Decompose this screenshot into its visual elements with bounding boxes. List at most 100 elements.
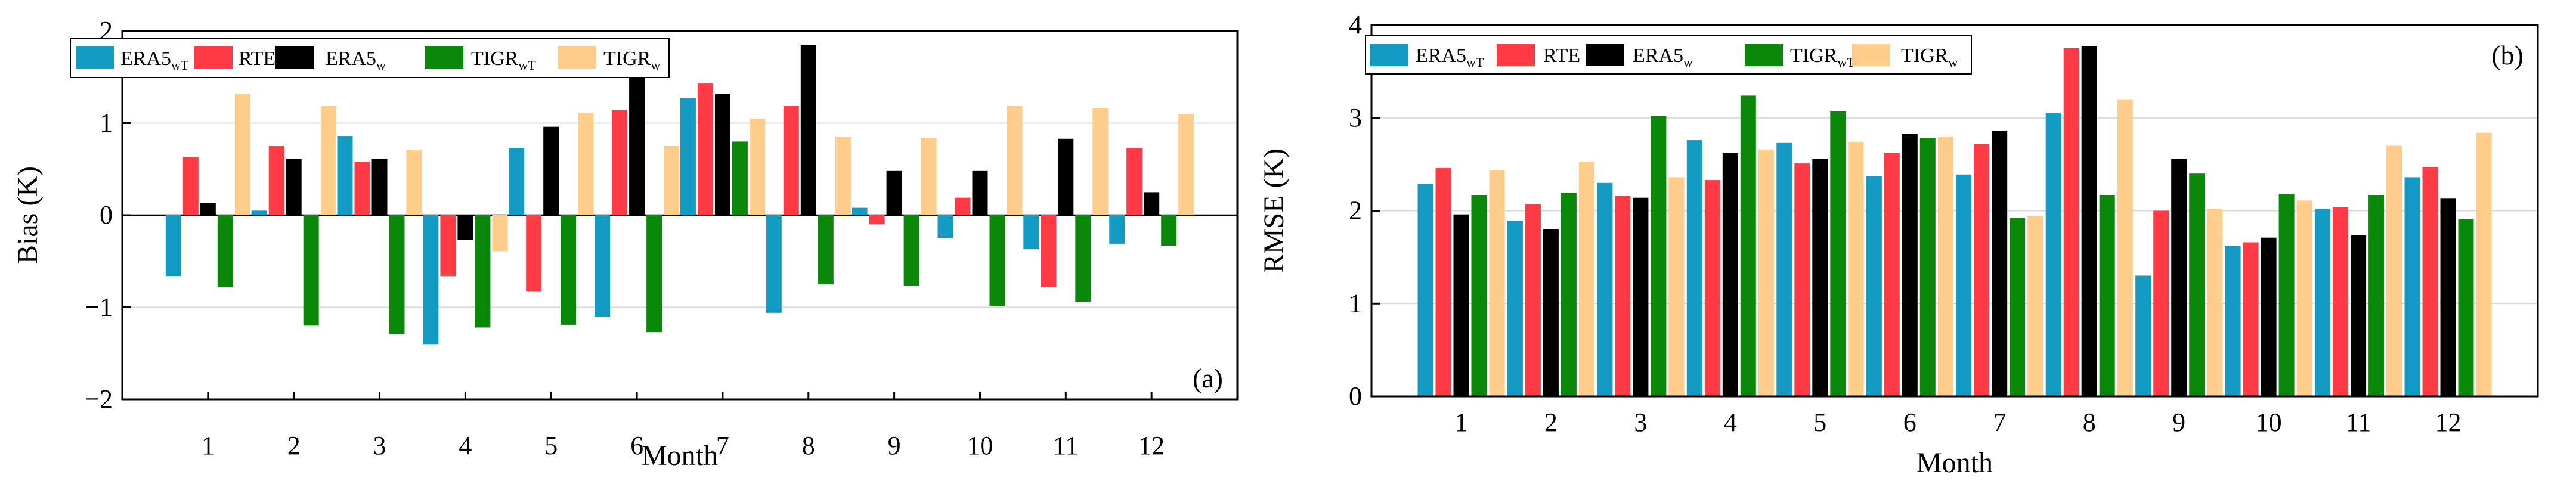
x-axis-label: Month [1916,447,1993,479]
bar-tigr-w-month-1 [1489,170,1505,396]
bar-tigr-w-month-11 [2386,145,2402,396]
bar-rte-month-1 [1435,167,1451,396]
bar-tigr-w-month-4 [492,215,508,252]
bar-rte-month-11 [1041,215,1057,287]
bar-tigr-wt-month-10 [989,215,1005,306]
legend-entry: ERA5wT [1416,45,1484,70]
bar-rte-month-4 [1704,180,1720,396]
bar-tigr-w-month-3 [1668,177,1685,396]
bar-era5-wt-month-9 [852,207,868,215]
bar-rte-month-7 [697,83,713,215]
bar-tigr-w-month-3 [406,150,422,215]
bar-rte-month-1 [182,157,199,215]
bar-tigr-w-month-9 [2207,209,2223,396]
legend-swatch [1370,44,1408,66]
bar-era5-wt-month-10 [937,215,953,238]
bar-era5-wt-month-3 [337,136,353,215]
bar-era5-w-month-6 [1902,134,1918,396]
x-tick-label: 12 [2435,408,2462,437]
x-tick-label: 2 [287,431,301,460]
bar-era5-w-month-7 [714,94,730,215]
bar-tigr-w-month-11 [1092,108,1109,215]
legend-swatch [275,46,314,69]
bar-rte-month-2 [1525,204,1541,396]
bar-tigr-w-month-2 [1578,162,1594,396]
bar-tigr-wt-month-6 [646,215,662,333]
bar-tigr-wt-month-7 [732,141,748,215]
bar-era5-w-month-4 [1722,153,1738,396]
x-axis-label: Month [642,440,718,472]
y-tick-label: 0 [1349,381,1362,411]
bar-tigr-w-month-2 [320,106,336,215]
bar-tigr-w-month-9 [921,138,937,215]
bar-era5-w-month-8 [2081,46,2097,397]
x-tick-label: 11 [1053,431,1078,460]
x-tick-label: 4 [459,431,472,460]
bar-rte-month-6 [612,110,628,215]
bar-tigr-w-month-10 [1007,106,1023,215]
y-tick-label: 0 [100,200,113,229]
bar-rte-month-8 [783,106,799,215]
bar-era5-wt-month-11 [2315,209,2331,396]
y-tick-label: 1 [100,108,113,138]
bar-tigr-wt-month-8 [2099,195,2115,396]
bar-tigr-wt-month-2 [1561,193,1577,396]
bar-tigr-w-month-8 [2117,99,2133,396]
bar-era5-wt-month-3 [1597,182,1613,396]
bar-rte-month-12 [1126,148,1143,215]
bar-rte-month-9 [2153,210,2169,396]
bar-tigr-wt-month-8 [818,215,834,284]
x-tick-label: 12 [1138,431,1165,460]
bar-era5-wt-month-12 [1109,215,1125,244]
bar-era5-wt-month-7 [1956,174,1972,396]
x-tick-label: 5 [1813,408,1826,437]
legend-entry: TIGRw [1901,45,1958,70]
bar-tigr-wt-month-1 [217,215,233,287]
bar-tigr-wt-month-9 [903,215,919,286]
legend-swatch [76,46,114,69]
bar-rte-month-10 [955,197,971,215]
x-tick-label: 9 [2172,408,2185,437]
bar-tigr-wt-month-12 [2458,219,2474,396]
x-tick-label: 4 [1724,408,1737,437]
bar-tigr-w-month-4 [1758,149,1774,396]
bar-era5-wt-month-1 [165,215,181,276]
bar-era5-wt-month-9 [2135,275,2151,396]
bar-era5-w-month-12 [2440,198,2456,396]
bar-era5-wt-month-8 [766,215,782,313]
x-tick-label: 5 [544,431,558,460]
bar-era5-wt-month-6 [595,215,611,317]
bar-era5-w-month-3 [371,159,388,215]
bar-era5-w-month-2 [1543,229,1559,396]
bar-era5-wt-month-6 [1866,176,1882,396]
bar-tigr-wt-month-11 [2368,195,2385,396]
legend-entry: RTE [1543,45,1580,67]
x-tick-label: 8 [2083,408,2096,437]
x-tick-label: 3 [1634,408,1647,437]
bar-rte-month-9 [869,215,885,225]
x-tick-label: 7 [1993,408,2006,437]
bar-tigr-w-month-12 [2476,132,2492,396]
bar-tigr-w-month-1 [234,94,250,215]
bar-era5-wt-month-4 [1686,140,1702,396]
x-tick-label: 7 [716,431,729,460]
bar-tigr-w-month-6 [1937,136,1953,396]
y-tick-label: 4 [1349,10,1362,39]
bar-era5-w-month-7 [1992,131,2008,396]
bar-tigr-wt-month-5 [561,215,577,325]
bar-tigr-w-month-7 [2027,216,2044,396]
bar-tigr-wt-month-1 [1471,195,1487,396]
legend-entry: TIGRwT [471,48,536,73]
bar-rte-month-7 [1974,144,1990,396]
bar-era5-w-month-10 [972,170,988,215]
x-tick-label: 6 [1903,408,1916,437]
bar-era5-w-month-6 [629,65,645,215]
bar-era5-w-month-1 [200,203,216,215]
bar-rte-month-11 [2333,207,2349,396]
bar-rte-month-6 [1884,153,1900,396]
legend-swatch [1745,44,1783,66]
y-tick-label: 3 [1349,103,1362,132]
bar-tigr-w-month-12 [1178,114,1194,215]
